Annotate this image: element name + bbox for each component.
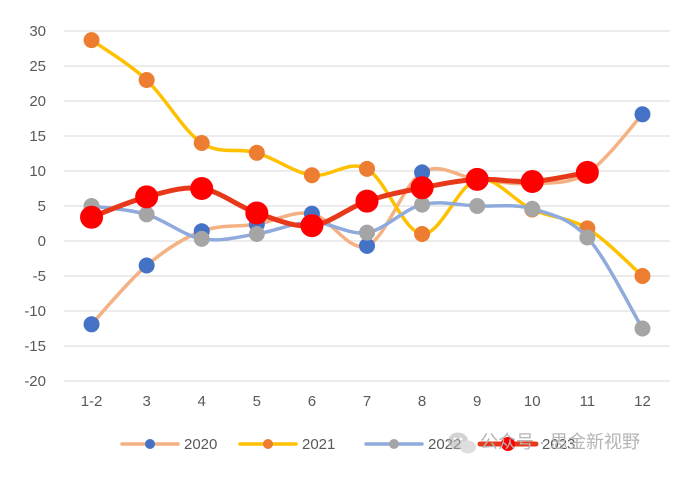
y-tick-label: -20 [24,373,46,390]
legend-label: 2021 [302,436,335,453]
data-point [414,196,431,213]
series-lines [80,32,651,337]
data-point [359,224,375,241]
legend-marker [145,439,155,449]
y-tick-label: 20 [29,93,46,110]
legend-label: 2020 [184,436,217,453]
data-point [190,177,214,200]
data-point [575,160,599,184]
legend-label: 2023 [542,436,575,453]
legend-marker [263,439,273,449]
y-tick-label: -5 [33,268,46,285]
series-line-2023 [89,169,590,229]
data-point [248,226,265,242]
data-point [465,167,489,191]
x-tick-label: 4 [198,393,206,410]
y-tick-label: -10 [24,303,46,320]
y-axis-ticks: 30 25 20 15 10 5 0 -5 -10 -15 -20 [24,23,46,390]
data-point [80,205,104,229]
y-tick-label: 15 [29,128,46,145]
data-point [83,32,100,49]
data-point [193,230,210,247]
series-2023 [80,160,599,238]
legend-item: 2021 [238,436,335,453]
data-point [248,144,265,161]
data-point [138,257,155,274]
data-point [520,170,544,193]
x-tick-label: 11 [580,393,596,410]
data-point [634,268,651,284]
data-point [410,176,434,200]
x-tick-label: 3 [142,393,150,410]
data-point [245,201,269,225]
data-point [359,237,375,254]
data-point [634,106,651,123]
data-point [135,185,159,209]
x-tick-label: 8 [418,393,426,410]
x-tick-label: 10 [524,393,541,410]
x-tick-label: 5 [253,393,261,410]
watermark: 公众号 · 思金新视野 [448,432,640,454]
y-tick-label: 5 [38,198,46,215]
y-tick-label: 0 [38,233,46,250]
legend-marker [389,439,399,449]
watermark-text: 公众号 · 思金新视野 [480,432,640,452]
data-point [138,72,155,88]
legend-marker [501,437,515,451]
x-tick-label: 12 [634,393,651,410]
data-point [83,316,100,333]
x-tick-label: 6 [308,393,316,410]
x-tick-label: 7 [363,393,371,410]
wechat-icon [448,432,476,454]
data-point [634,320,651,337]
legend: 2020 2021 2022 2023 [120,436,575,453]
data-point [414,226,431,242]
y-tick-label: 25 [29,58,46,75]
y-tick-label: 30 [29,23,46,40]
data-point [300,214,324,238]
data-point [359,160,375,177]
data-point [303,167,320,184]
data-point [138,206,155,223]
data-point [469,198,486,214]
series-line-2022 [89,201,645,331]
legend-item: 2022 [364,436,461,453]
legend-item: 2023 [477,436,575,453]
x-tick-label: 9 [473,393,481,410]
y-tick-label: 10 [29,163,46,180]
y-tick-label: -15 [24,338,46,355]
data-point [193,135,210,151]
x-axis-ticks: 1-2 3 4 5 6 7 8 9 10 11 12 [81,393,651,410]
legend-item: 2020 [120,436,217,453]
data-point [579,229,596,246]
data-point [524,200,541,217]
x-tick-label: 1-2 [81,393,103,410]
data-point [355,189,379,213]
